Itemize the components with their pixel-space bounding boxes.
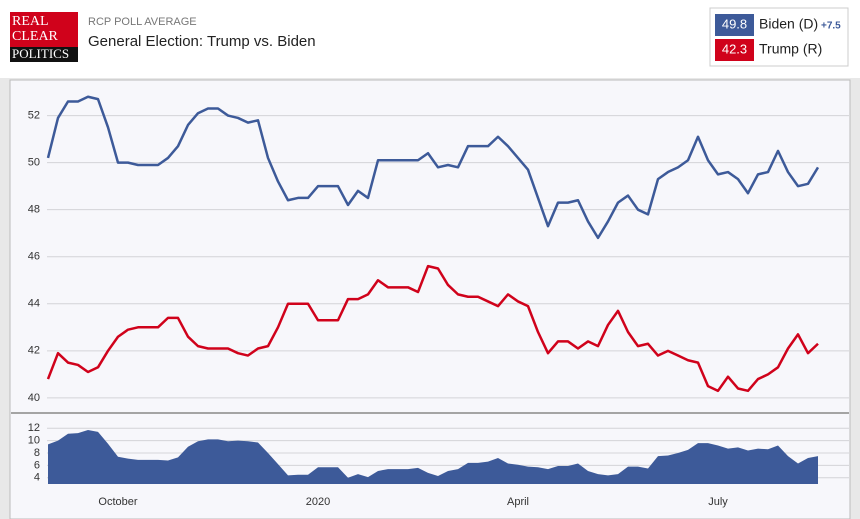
x-tick-label: July [708,496,728,508]
legend-value: 42.3 [722,41,747,56]
y-tick-label: 4 [34,472,40,484]
chart-title: General Election: Trump vs. Biden [88,33,316,50]
logo-text: REAL [12,14,49,29]
y-tick-label: 48 [28,204,40,216]
y-tick-label: 50 [28,157,40,169]
y-tick-label: 52 [28,109,40,121]
y-tick-label: 12 [28,422,40,434]
y-tick-label: 6 [34,459,40,471]
legend-value: 49.8 [722,16,747,31]
y-tick-label: 42 [28,345,40,357]
x-tick-label: April [507,496,529,508]
legend-lead: +7.5 [821,21,841,32]
logo-text: POLITICS [12,46,69,61]
chart-subtitle: RCP POLL AVERAGE [88,16,197,28]
y-tick-label: 44 [28,298,40,310]
legend-swatch [715,39,754,61]
x-tick-label: October [98,496,137,508]
y-tick-label: 46 [28,251,40,263]
x-tick-label: 2020 [306,496,330,508]
y-tick-label: 40 [28,392,40,404]
legend-swatch [715,14,754,36]
spread-area [48,430,818,484]
y-tick-label: 10 [28,435,40,447]
legend-label: Biden (D) [759,16,818,32]
logo-text: CLEAR [12,29,59,44]
logo-band [10,47,78,62]
series-line [46,264,819,393]
y-tick-label: 8 [34,447,40,459]
legend-label: Trump (R) [759,41,822,57]
series-line [46,95,820,240]
